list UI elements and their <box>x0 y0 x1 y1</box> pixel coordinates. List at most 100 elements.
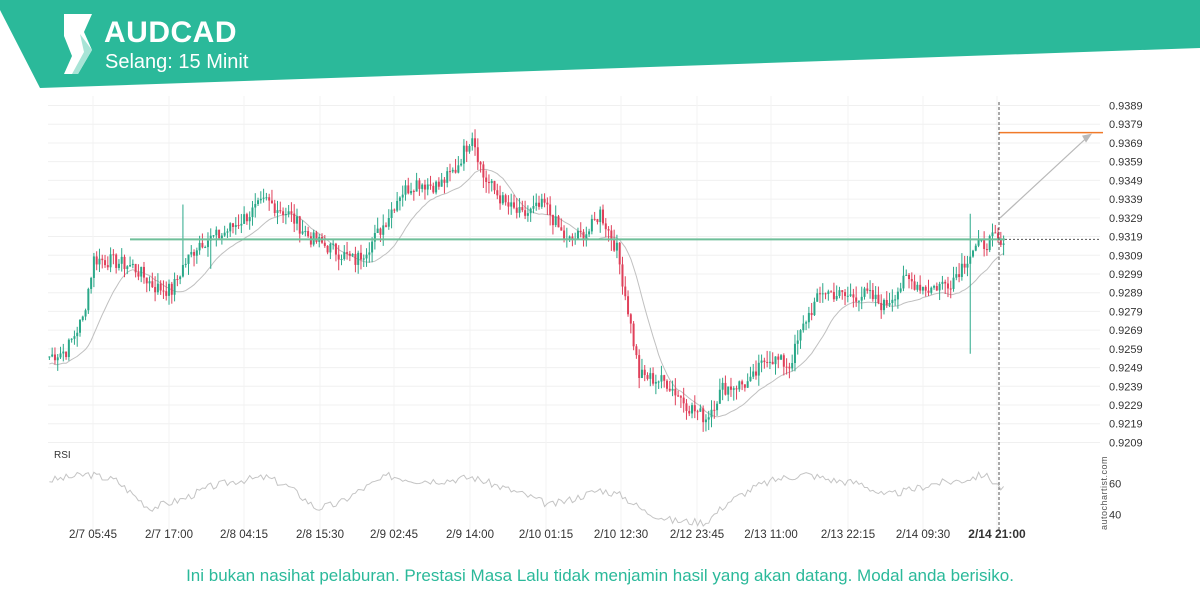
candle <box>337 245 340 271</box>
candle <box>921 286 924 295</box>
candle <box>521 200 524 213</box>
candle <box>348 250 351 262</box>
candlestick-series <box>48 129 1005 432</box>
y-tick-label: 0.9219 <box>1109 419 1143 431</box>
candle-body <box>351 253 354 256</box>
candle <box>90 276 93 294</box>
candle <box>362 254 365 267</box>
candle <box>972 249 975 258</box>
candle-body <box>332 243 335 245</box>
candle-body <box>721 382 724 390</box>
candle <box>435 180 438 195</box>
candle-body <box>396 200 399 211</box>
candle-body <box>123 256 126 270</box>
candle <box>237 214 240 229</box>
candle <box>268 193 271 211</box>
candle <box>729 377 732 397</box>
candle-body <box>359 252 362 260</box>
x-tick-label: 2/12 23:45 <box>670 529 724 541</box>
candle <box>204 245 207 249</box>
candle <box>142 261 145 284</box>
candle <box>465 140 468 163</box>
candle-body <box>78 319 81 333</box>
candle-body <box>844 292 847 297</box>
candle <box>538 195 541 210</box>
candle-body <box>95 256 98 265</box>
candle-body <box>877 294 880 303</box>
candle <box>646 372 649 381</box>
candle <box>67 338 70 361</box>
candle-body <box>732 388 735 390</box>
candle-body <box>382 225 385 235</box>
candle-body <box>535 202 538 207</box>
candle-body <box>882 299 885 311</box>
candle-body <box>276 210 279 214</box>
candle <box>777 353 780 369</box>
candle-body <box>53 354 56 361</box>
candle-body <box>362 258 365 260</box>
candle-body <box>176 278 179 280</box>
candle <box>81 315 84 322</box>
candle <box>193 249 196 267</box>
candle-body <box>729 386 732 390</box>
candle <box>930 286 933 295</box>
candle-body <box>379 228 382 235</box>
moving-average-line <box>49 168 1004 418</box>
candle-body <box>98 258 101 265</box>
candle <box>635 344 638 359</box>
candle-body <box>59 353 62 358</box>
candle-body <box>104 260 107 266</box>
candle-body <box>454 169 457 173</box>
candle-body <box>944 281 947 284</box>
candle <box>780 354 783 360</box>
watermark: autochartist.com <box>1099 456 1109 530</box>
candle <box>969 213 972 354</box>
candle <box>507 195 510 215</box>
candle-body <box>549 204 552 215</box>
candle <box>140 266 143 283</box>
candle-body <box>551 214 554 226</box>
y-tick-label: 0.9369 <box>1109 138 1143 150</box>
candle-body <box>440 179 443 187</box>
candle-body <box>540 198 543 207</box>
candle-body <box>346 252 349 254</box>
candle <box>707 410 710 431</box>
candle-body <box>510 202 513 207</box>
candle <box>565 227 568 248</box>
candle-body <box>170 283 173 295</box>
candle <box>665 379 668 392</box>
candle-body <box>81 316 84 320</box>
candle <box>276 200 279 225</box>
candle-body <box>927 290 930 293</box>
candle-body <box>563 230 566 240</box>
candle-body <box>493 181 496 191</box>
candle <box>48 356 51 360</box>
candle-body <box>913 281 916 290</box>
candle <box>816 288 819 302</box>
candle <box>738 380 741 392</box>
candle-body <box>518 207 521 213</box>
candle <box>810 302 813 321</box>
moving-average-path <box>49 168 1004 418</box>
candle <box>860 286 863 310</box>
x-tick-label: 2/10 01:15 <box>519 529 573 541</box>
candle-body <box>92 256 95 278</box>
candle <box>423 179 426 200</box>
candle <box>549 196 552 226</box>
candle <box>126 265 129 275</box>
candle <box>410 182 413 196</box>
candle-body <box>774 356 777 365</box>
candle-body <box>48 356 51 358</box>
candle <box>830 290 833 293</box>
candle-body <box>613 239 616 251</box>
candle-body <box>529 208 532 214</box>
candle <box>618 242 621 275</box>
candle-body <box>526 213 529 216</box>
candle-body <box>265 197 268 199</box>
candle-body <box>830 291 833 293</box>
y-tick-label: 0.9209 <box>1109 437 1143 449</box>
candle <box>168 279 171 305</box>
candle-body <box>482 164 485 178</box>
candle-body <box>588 231 591 235</box>
candle <box>298 215 301 243</box>
